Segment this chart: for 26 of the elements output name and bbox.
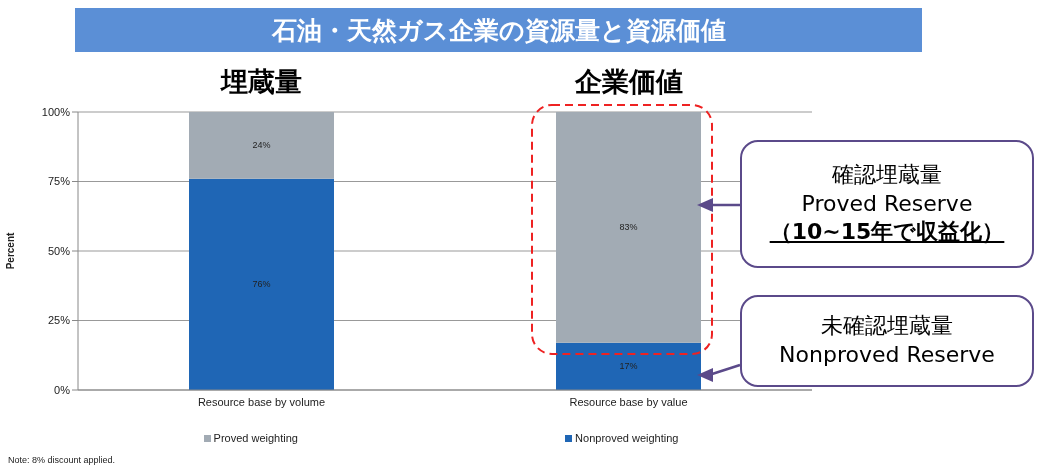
data-label: 76%: [252, 279, 271, 290]
bar: [556, 112, 701, 343]
legend-label: Proved weighting: [212, 432, 298, 444]
bar: [189, 178, 334, 390]
text: 埋蔵量: [219, 65, 303, 99]
y-tick-label: 50%: [47, 244, 71, 257]
x-tick-label: Resource base by value: [569, 395, 688, 408]
callout-box: 確認埋蔵量 Proved Reserve （10~15年で収益化）: [740, 140, 1034, 268]
bar: [189, 112, 334, 179]
y-tick-label: 100%: [41, 105, 71, 118]
annotation: 未確認埋蔵量 Nonproved Reserve: [779, 312, 995, 369]
text: Note: 8% discount applied.: [8, 455, 116, 465]
data-label: 24%: [252, 140, 271, 151]
bar: [556, 342, 701, 390]
y-tick-label: 25%: [47, 314, 71, 327]
x-tick-label: Resource base by volume: [197, 395, 326, 408]
annotation: 確認埋蔵量 Proved Reserve （10~15年で収益化）: [769, 161, 1005, 247]
data-label: 17%: [619, 361, 638, 372]
chart-title: 石油・天然ガス企業の資源量と資源価値: [75, 8, 922, 52]
text: 企業価値: [573, 65, 684, 99]
callout-box: 未確認埋蔵量 Nonproved Reserve: [740, 295, 1034, 387]
legend-label: Nonproved weighting: [574, 432, 679, 444]
y-axis-title: Percent: [4, 231, 16, 270]
data-label: 83%: [619, 222, 638, 233]
y-tick-label: 75%: [47, 175, 71, 188]
y-tick-label: 0%: [54, 383, 71, 396]
